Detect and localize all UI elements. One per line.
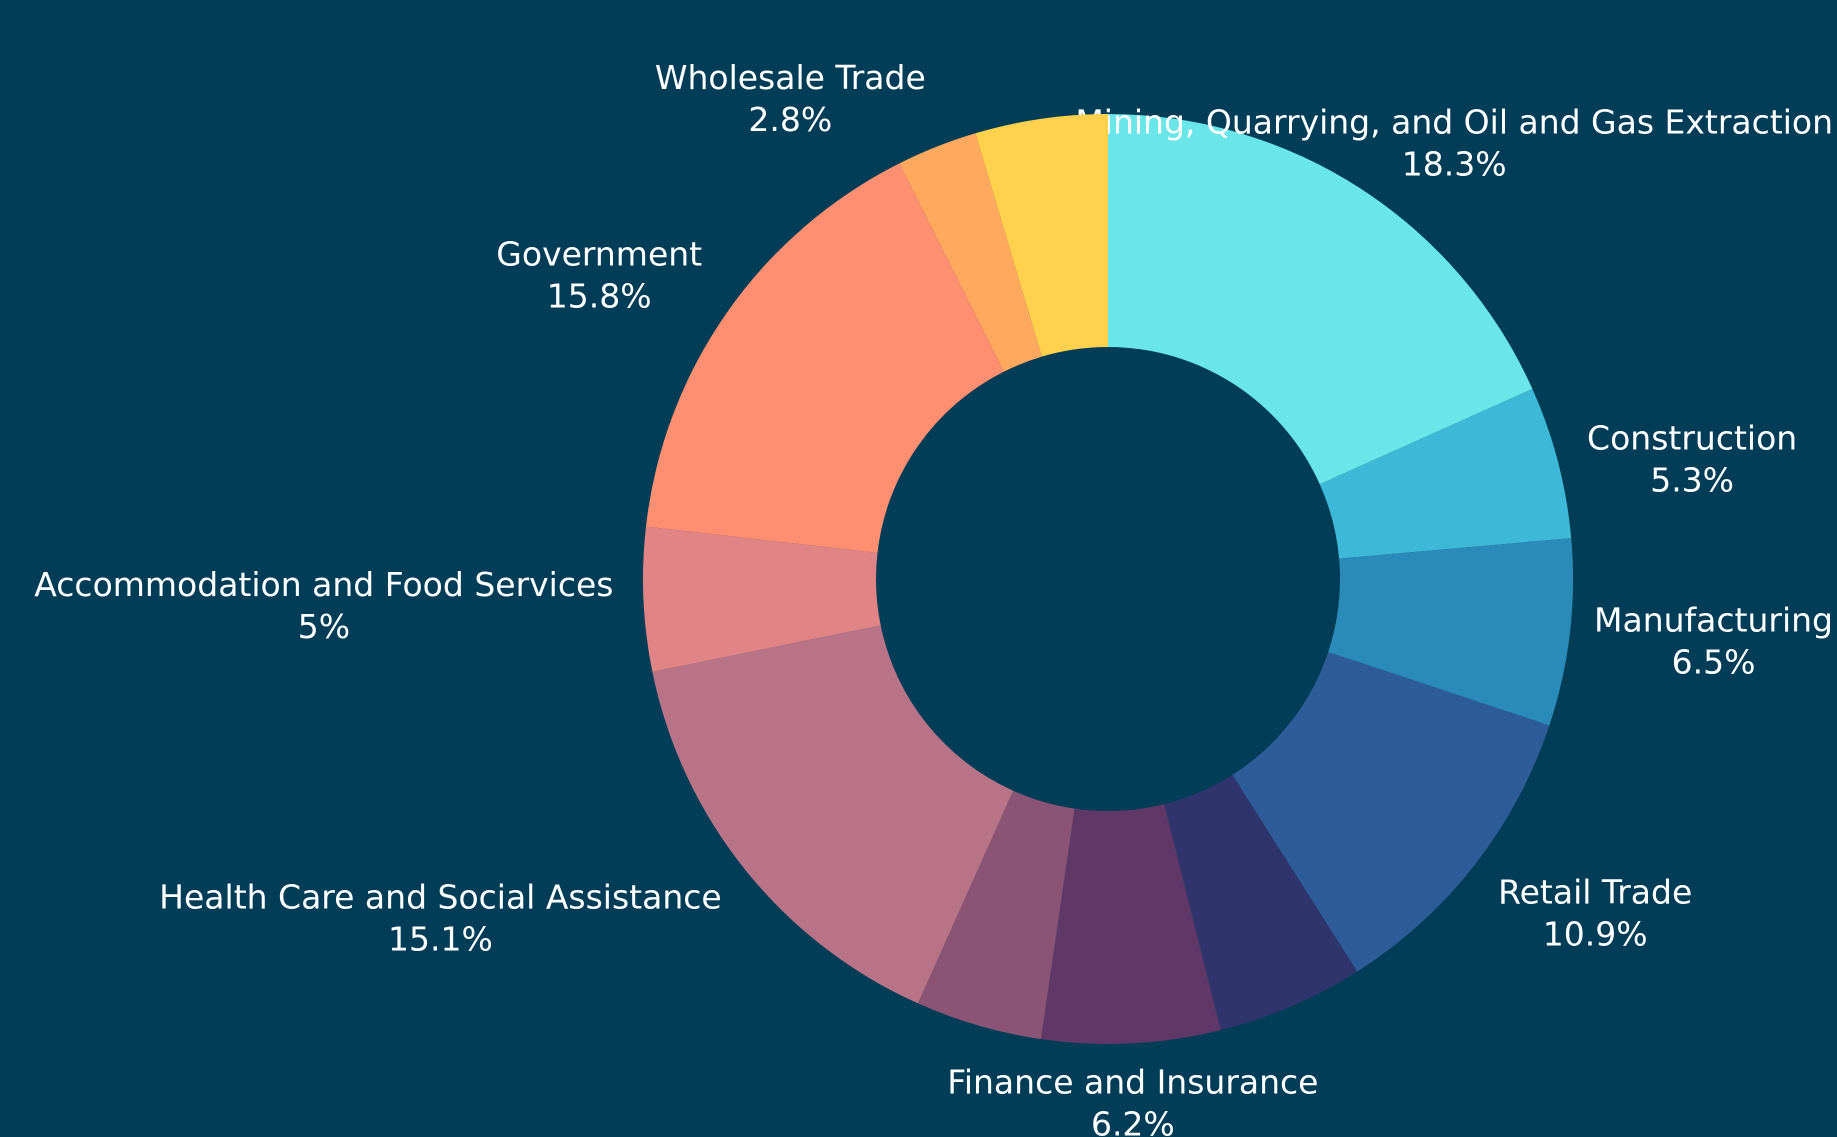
donut-slice bbox=[1328, 538, 1574, 726]
value-label: 10.9% bbox=[1543, 915, 1648, 954]
donut-slice bbox=[899, 133, 1042, 372]
value-label: 15.8% bbox=[547, 277, 652, 316]
donut-slice bbox=[975, 114, 1108, 357]
value-label: 18.3% bbox=[1402, 145, 1507, 184]
slice-label: Mining, Quarrying, and Oil and Gas Extra… bbox=[1075, 103, 1833, 184]
value-label: 5% bbox=[298, 607, 350, 646]
category-label: Finance and Insurance bbox=[947, 1062, 1318, 1101]
value-label: 6.5% bbox=[1672, 642, 1756, 681]
value-label: 2.8% bbox=[748, 100, 832, 139]
category-label: Accommodation and Food Services bbox=[34, 565, 613, 604]
value-label: 5.3% bbox=[1650, 460, 1734, 499]
category-label: Construction bbox=[1587, 418, 1797, 457]
donut-slice bbox=[1319, 388, 1572, 559]
donut-slice bbox=[917, 790, 1075, 1040]
category-label: Government bbox=[496, 235, 702, 274]
category-label: Manufacturing bbox=[1594, 600, 1833, 639]
value-label: 6.2% bbox=[1091, 1104, 1175, 1137]
donut-slice bbox=[1164, 774, 1358, 1031]
category-label: Retail Trade bbox=[1498, 873, 1692, 912]
donut-slice bbox=[643, 526, 881, 672]
category-label: Mining, Quarrying, and Oil and Gas Extra… bbox=[1075, 103, 1833, 142]
donut-slice bbox=[1108, 114, 1533, 485]
donut-slice bbox=[645, 163, 1004, 553]
donut-slice bbox=[652, 625, 1014, 1004]
donut-slice bbox=[1232, 652, 1550, 972]
value-label: 15.1% bbox=[388, 919, 493, 958]
donut-slice bbox=[1041, 804, 1221, 1045]
category-label: Health Care and Social Assistance bbox=[159, 877, 722, 916]
category-label: Wholesale Trade bbox=[655, 58, 926, 97]
